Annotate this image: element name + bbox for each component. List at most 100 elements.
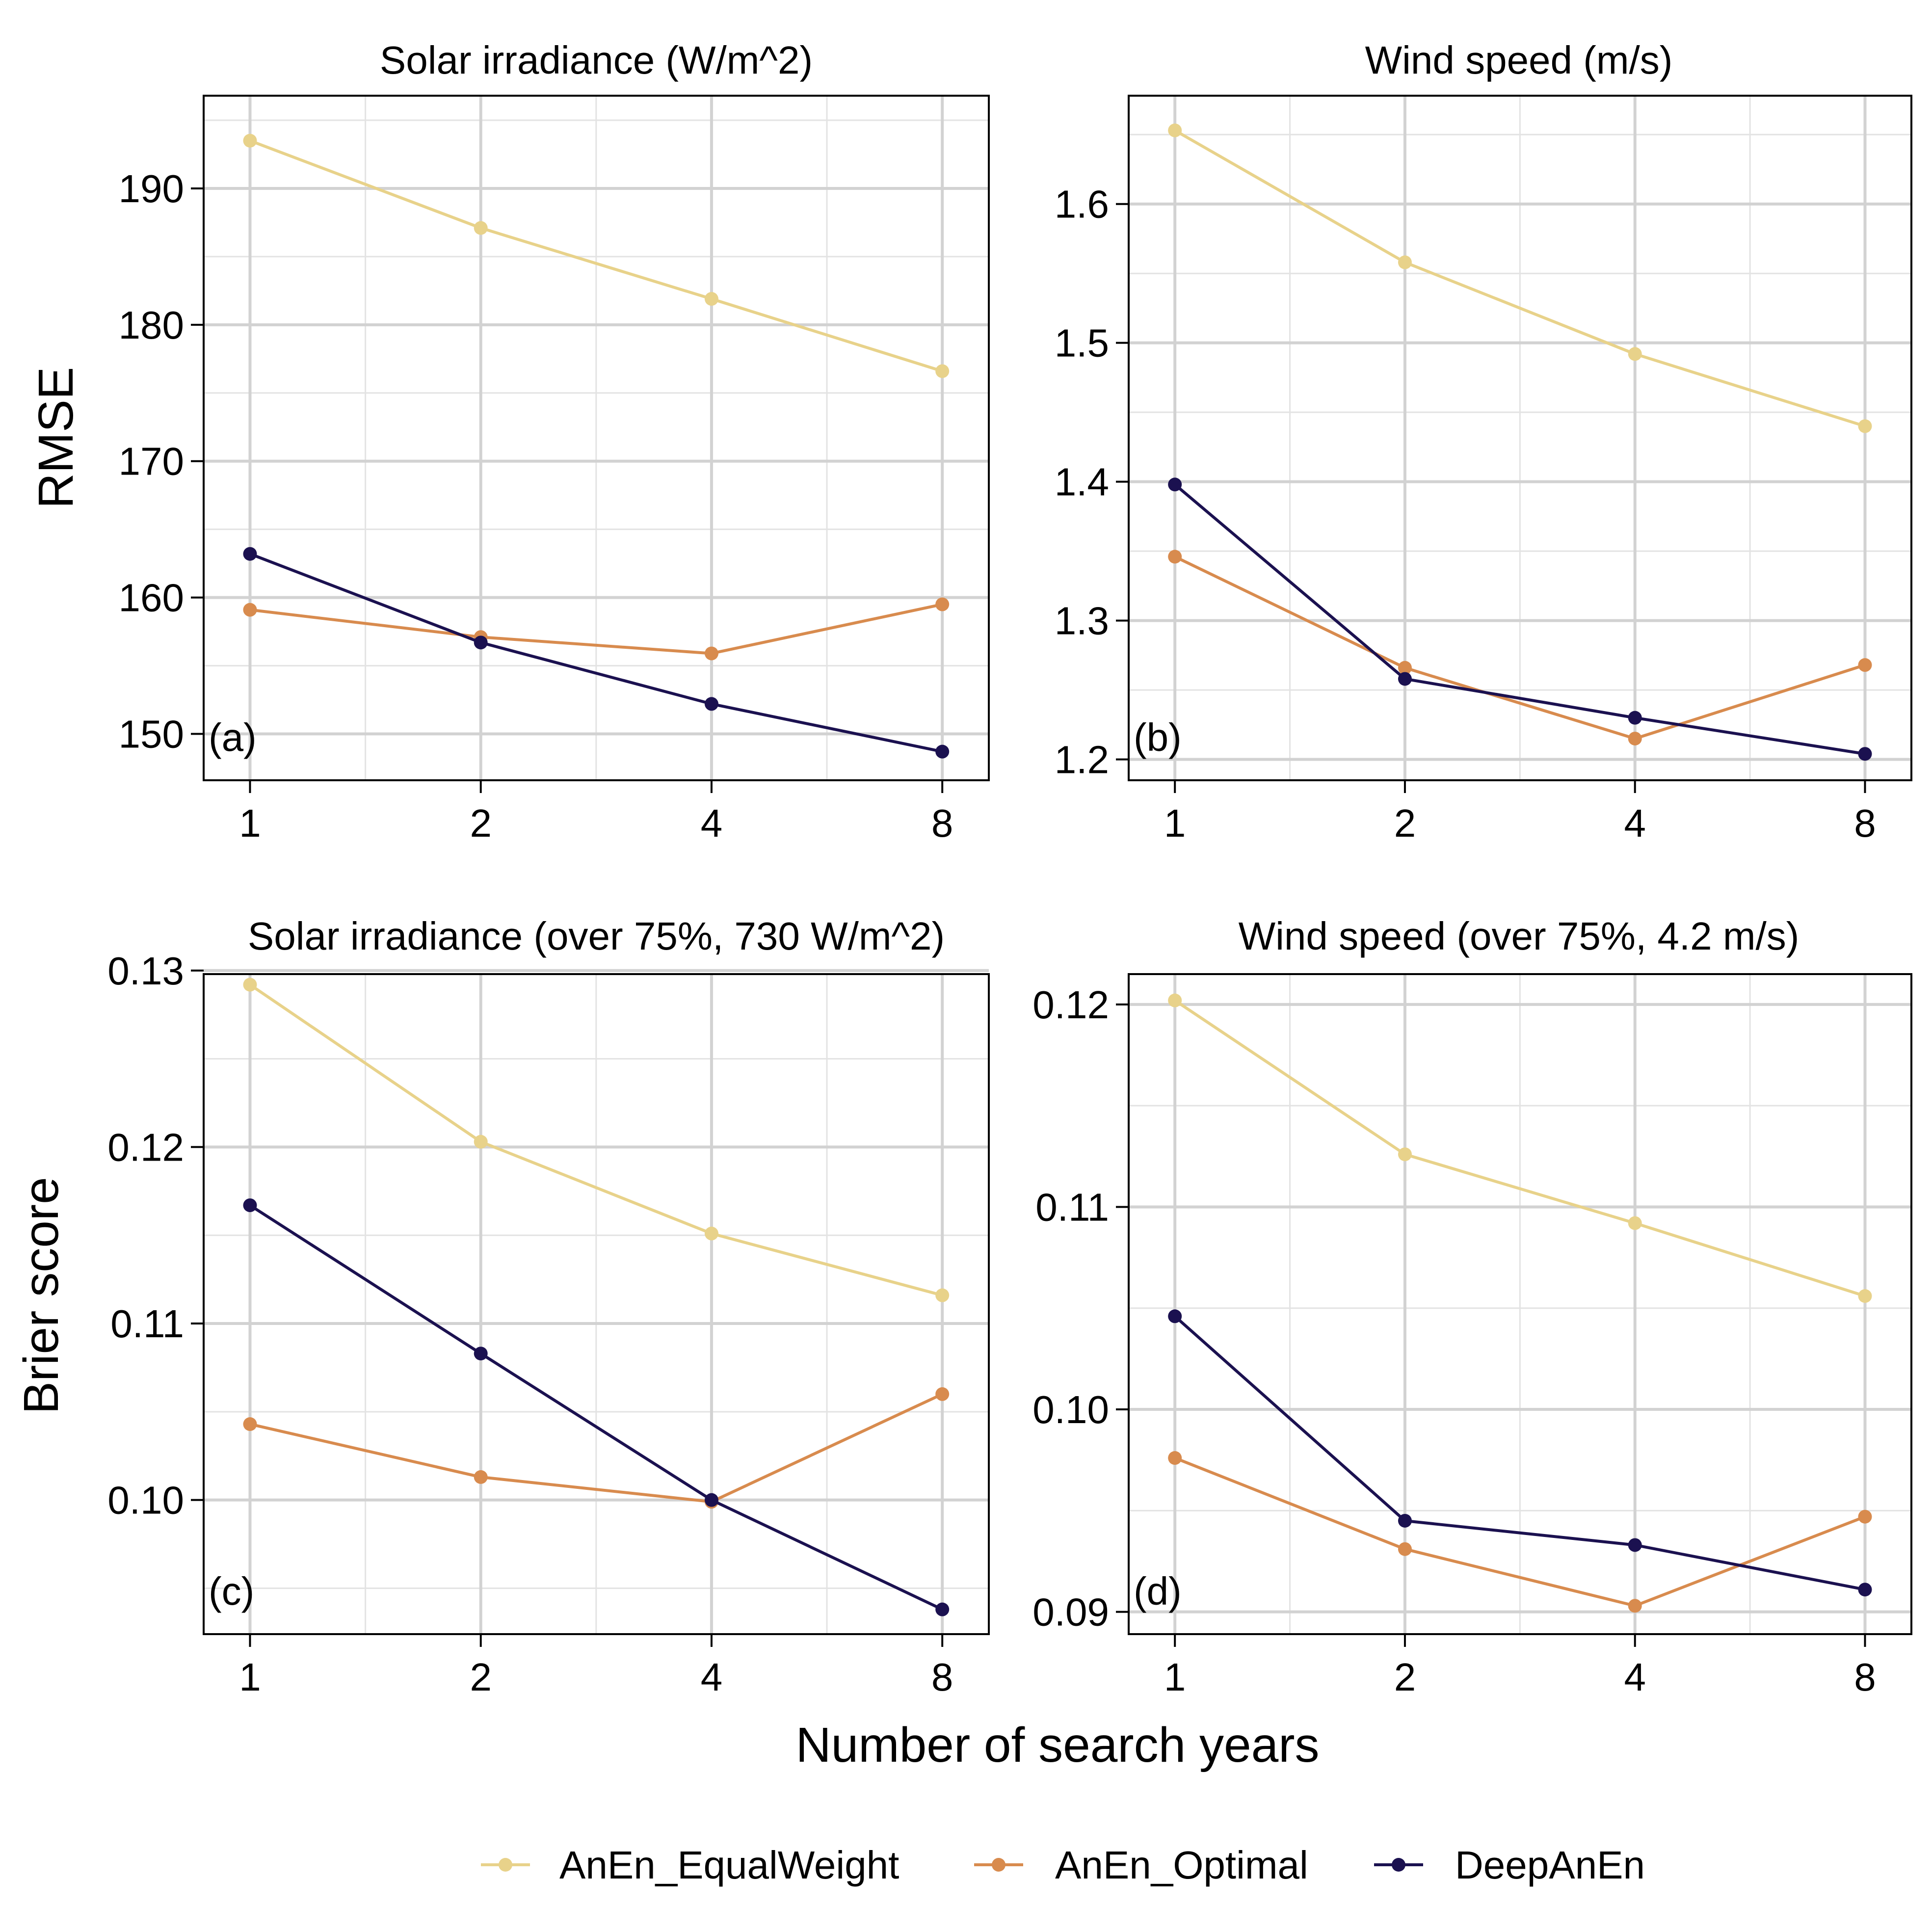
data-point-deepanen [935, 744, 950, 759]
data-point-anen-optimal [1168, 1451, 1182, 1465]
y-tick-label: 1.3 [1055, 599, 1109, 643]
y-tick-label: 0.12 [1032, 983, 1109, 1027]
legend-item-deepanen: DeepAnEn [1374, 1843, 1645, 1887]
x-axis-title: Number of search years [795, 1718, 1319, 1773]
data-point-anen-optimal [474, 1470, 488, 1484]
data-point-anen-equalweight [1398, 1147, 1412, 1162]
data-point-deepanen [1168, 1309, 1182, 1323]
data-point-anen-equalweight [935, 364, 950, 378]
panel-tag: (b) [1134, 715, 1182, 759]
legend-swatch-point [992, 1858, 1006, 1872]
data-point-anen-equalweight [704, 1226, 718, 1241]
legend-item-optimal: AnEn_Optimal [974, 1843, 1308, 1887]
series-line-anen-optimal [250, 603, 943, 655]
data-point-deepanen [474, 1347, 488, 1361]
y-tick-label: 1.6 [1055, 183, 1109, 226]
data-point-anen-optimal [1628, 732, 1642, 746]
data-point-anen-equalweight [935, 1288, 950, 1302]
y-axis-title-top: RMSE [28, 367, 83, 509]
data-point-deepanen [704, 1493, 718, 1507]
series-line-deepanen [249, 1204, 943, 1611]
y-tick-label: 1.5 [1055, 321, 1109, 365]
panel-d: Wind speed (over 75%, 4.2 m/s) 1 2 4 8 0.09 0… [1032, 914, 1912, 1699]
x-tick-label: 4 [1624, 1655, 1646, 1699]
x-tick-label: 8 [931, 1655, 953, 1699]
panel-c: Solar irradiance (over 75%, 730 W/m^2) 1… [107, 914, 990, 1699]
series-line-anen-optimal [249, 1393, 943, 1504]
data-point-anen-equalweight [243, 133, 257, 148]
series-line-anen-equalweight [1174, 999, 1866, 1297]
data-point-deepanen [1168, 477, 1182, 492]
data-point-anen-equalweight [1628, 1216, 1642, 1230]
x-tick-label: 8 [1854, 801, 1876, 845]
x-tick-label: 1 [1164, 801, 1186, 845]
panel-title: Solar irradiance (over 75%, 730 W/m^2) [248, 914, 945, 958]
legend: AnEn_EqualWeight AnEn_Optimal DeepAnEn [481, 1843, 1645, 1887]
panel-b: Wind speed (m/s) 1 2 4 8 1.2 1.3 1.4 1.5 1.6 (b) [1055, 38, 1912, 845]
x-tick-label: 4 [1624, 801, 1646, 845]
y-tick-label: 170 [119, 440, 184, 483]
x-tick-label: 8 [1854, 1655, 1876, 1699]
data-point-anen-optimal [1628, 1599, 1642, 1613]
legend-label: AnEn_EqualWeight [559, 1843, 899, 1887]
y-tick-label: 0.11 [1035, 1185, 1109, 1229]
data-point-anen-optimal [243, 603, 257, 617]
data-point-anen-equalweight [704, 292, 718, 306]
y-tick-label: 0.10 [1032, 1388, 1109, 1431]
data-point-anen-optimal [1398, 661, 1412, 675]
data-point-anen-equalweight [474, 221, 488, 235]
data-point-anen-optimal [1858, 1509, 1872, 1524]
series-line-deepanen [1174, 483, 1865, 756]
panel-title: Wind speed (over 75%, 4.2 m/s) [1239, 914, 1800, 958]
series-line-deepanen [1174, 1315, 1866, 1591]
series-line-anen-equalweight [1174, 129, 1866, 428]
x-tick-label: 4 [701, 801, 723, 845]
series-line-anen-optimal [1174, 1456, 1866, 1608]
x-tick-label: 4 [701, 1655, 723, 1699]
data-point-deepanen [1398, 672, 1412, 686]
data-point-deepanen [1858, 747, 1872, 761]
data-point-anen-equalweight [1858, 419, 1872, 433]
data-point-anen-equalweight [474, 1135, 488, 1149]
data-point-anen-optimal [1398, 1542, 1412, 1556]
data-point-anen-optimal [935, 1387, 950, 1401]
y-tick-label: 180 [119, 303, 184, 347]
x-tick-label: 2 [470, 1655, 492, 1699]
y-tick-label: 0.11 [110, 1302, 184, 1346]
legend-item-equalweight: AnEn_EqualWeight [481, 1843, 899, 1887]
legend-swatch-point [1392, 1858, 1405, 1872]
legend-label: AnEn_Optimal [1055, 1843, 1308, 1887]
legend-label: DeepAnEn [1455, 1843, 1645, 1887]
y-tick-label: 150 [119, 713, 184, 756]
data-point-deepanen [1398, 1513, 1412, 1528]
series-line-anen-optimal [1174, 555, 1866, 741]
y-axis-title-bottom: Brier score [14, 1177, 69, 1414]
data-point-deepanen [1628, 711, 1642, 725]
y-tick-label: 190 [119, 167, 184, 211]
panel-tag: (d) [1134, 1569, 1182, 1613]
x-tick-label: 1 [239, 801, 261, 845]
y-tick-label: 0.09 [1032, 1590, 1109, 1634]
data-point-anen-equalweight [1168, 123, 1182, 137]
data-point-deepanen [243, 1198, 257, 1213]
series-line-deepanen [249, 552, 943, 753]
panel-title: Wind speed (m/s) [1365, 38, 1673, 82]
y-tick-label: 160 [119, 576, 184, 620]
x-tick-label: 2 [1394, 801, 1416, 845]
y-tick-label: 0.12 [107, 1125, 184, 1169]
panel-a: Solar irradiance (W/m^2) 1 2 4 8 150 160 170 18… [119, 38, 990, 845]
data-point-anen-equalweight [1858, 1289, 1872, 1303]
data-point-anen-optimal [935, 597, 950, 611]
data-point-deepanen [1858, 1583, 1872, 1597]
plot-frame [1128, 95, 1912, 781]
y-tick-label: 0.13 [107, 949, 184, 993]
data-point-anen-equalweight [1398, 255, 1412, 269]
series-line-anen-equalweight [249, 983, 943, 1297]
data-point-deepanen [474, 635, 488, 650]
data-point-deepanen [704, 697, 718, 711]
x-tick-label: 1 [1164, 1655, 1186, 1699]
panel-tag: (c) [209, 1569, 254, 1613]
plot-frame [1128, 973, 1912, 1635]
plot-frame [203, 95, 990, 781]
